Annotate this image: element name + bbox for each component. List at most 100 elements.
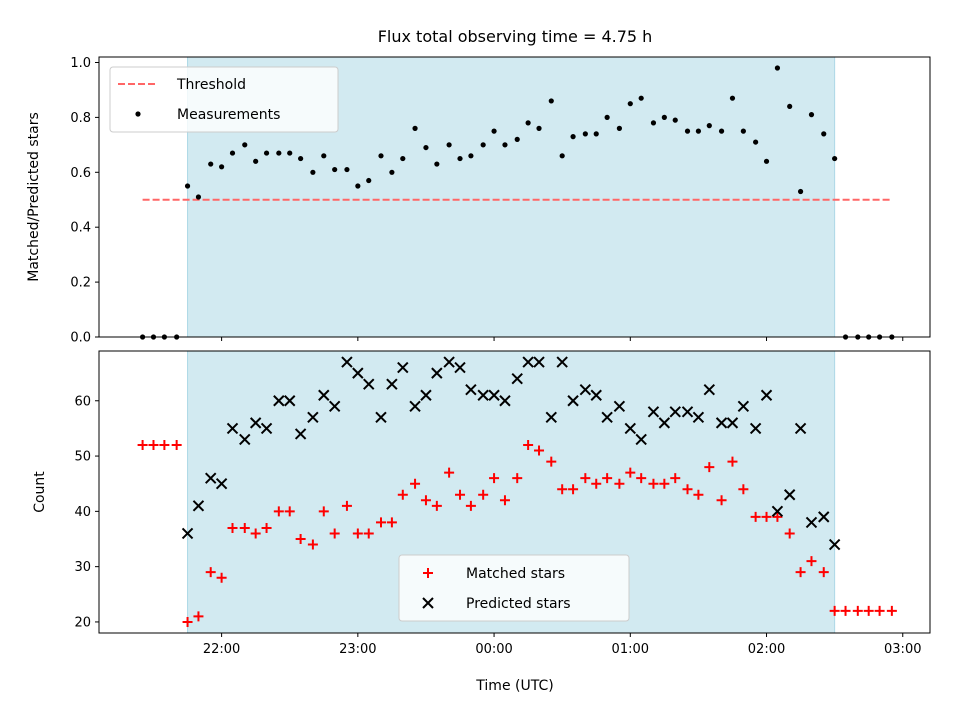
measurement-point [468, 153, 474, 159]
predicted-star-point [454, 361, 466, 374]
predicted-star-point [522, 356, 534, 368]
predicted-star-point [647, 406, 660, 418]
measurement-point [298, 155, 304, 162]
legend-predicted-label: Predicted stars [466, 596, 571, 612]
predicted-star-point [749, 422, 762, 435]
predicted-star-point [613, 400, 626, 413]
top-panel: 0.0 0.2 0.4 0.6 0.8 1.0 Threshold Measurements [70, 56, 931, 346]
measurement-point [672, 117, 678, 123]
x-tick-label: 03:00 [884, 642, 921, 657]
measurement-point [582, 131, 588, 137]
matched-star-point [863, 605, 874, 616]
measurement-point [184, 183, 191, 189]
predicted-star-point [635, 433, 647, 446]
predicted-star-point [397, 361, 409, 374]
matched-star-point [137, 440, 148, 450]
top-y-tick-label: 1.0 [70, 56, 91, 71]
matched-star-point [465, 500, 476, 511]
measurement-point [514, 136, 520, 142]
measurement-point [378, 153, 384, 159]
matched-star-point [284, 506, 295, 517]
measurement-point [821, 131, 827, 137]
legend-threshold-label: Threshold [176, 77, 246, 93]
measurement-point [604, 114, 610, 120]
measurement-point [797, 188, 804, 195]
predicted-star-point [726, 417, 739, 429]
predicted-star-point [465, 383, 477, 396]
matched-star-point [159, 440, 170, 450]
predicted-star-point [181, 527, 194, 540]
measurement-point [434, 161, 440, 167]
predicted-star-point [703, 383, 716, 396]
matched-star-point [534, 445, 545, 456]
matched-star-point [341, 500, 352, 511]
predicted-star-point [545, 411, 557, 424]
predicted-star-point [431, 367, 443, 379]
matched-star-point [659, 478, 670, 489]
predicted-star-point [805, 516, 818, 529]
measurement-point [412, 125, 418, 131]
x-tick-label: 00:00 [475, 642, 512, 657]
matched-star-point [784, 528, 795, 539]
predicted-star-point [533, 356, 545, 368]
top-y-tick-label: 0.4 [70, 221, 91, 236]
matched-star-point [886, 605, 897, 616]
matched-star-point [568, 484, 579, 495]
predicted-star-point [443, 356, 455, 368]
predicted-star-point [737, 400, 750, 413]
x-tick-label: 22:00 [203, 642, 240, 657]
matched-star-point [512, 473, 523, 484]
predicted-star-point [260, 422, 273, 435]
matched-star-point [818, 567, 829, 578]
measurement-point [729, 95, 736, 101]
measurement-point [627, 101, 633, 107]
predicted-star-point [375, 411, 387, 424]
matched-star-point [397, 489, 408, 500]
top-axes-frame [98, 56, 931, 338]
matched-star-point [499, 495, 510, 506]
measurement-point [706, 123, 712, 129]
matched-star-point [431, 500, 442, 511]
matched-star-point [420, 495, 431, 506]
matched-star-point [670, 473, 681, 484]
measurement-point [195, 194, 202, 200]
measurement-point [536, 125, 542, 131]
matched-star-point [682, 484, 693, 495]
matched-star-point [329, 528, 340, 539]
matched-star-point [216, 572, 227, 583]
predicted-star-point [556, 356, 568, 368]
predicted-star-point [294, 428, 307, 440]
measurement-point [242, 142, 248, 148]
matched-star-point [363, 528, 374, 539]
measurement-point [559, 153, 565, 159]
predicted-star-point [624, 422, 637, 435]
matched-star-point [704, 462, 715, 473]
matched-star-point [239, 522, 250, 533]
predicted-star-point [681, 406, 694, 418]
measurement-point [548, 98, 554, 104]
matched-star-point [261, 522, 272, 533]
x-axis-label: Time (UTC) [475, 678, 553, 694]
matched-star-point [750, 511, 761, 522]
predicted-star-point [273, 395, 285, 407]
predicted-star-point [669, 406, 681, 418]
predicted-star-point [818, 511, 830, 523]
measurement-point [253, 158, 259, 164]
measurement-point [229, 150, 236, 156]
predicted-star-point [477, 389, 489, 401]
predicted-star-point [215, 477, 228, 490]
predicted-star-point [828, 538, 841, 551]
matched-star-point [840, 605, 851, 616]
measurement-point [718, 128, 725, 134]
matched-star-point [806, 556, 817, 567]
measurement-point [332, 166, 338, 173]
measurement-point [616, 125, 622, 131]
predicted-star-point [318, 389, 330, 401]
matched-star-point [772, 511, 783, 522]
measurement-point [570, 134, 576, 140]
legend-matched-label: Matched stars [466, 566, 565, 582]
measurement-point [276, 150, 282, 156]
measurement-point [310, 169, 316, 175]
bottom-y-tick-label: 20 [74, 615, 91, 630]
measurement-point [219, 164, 225, 170]
